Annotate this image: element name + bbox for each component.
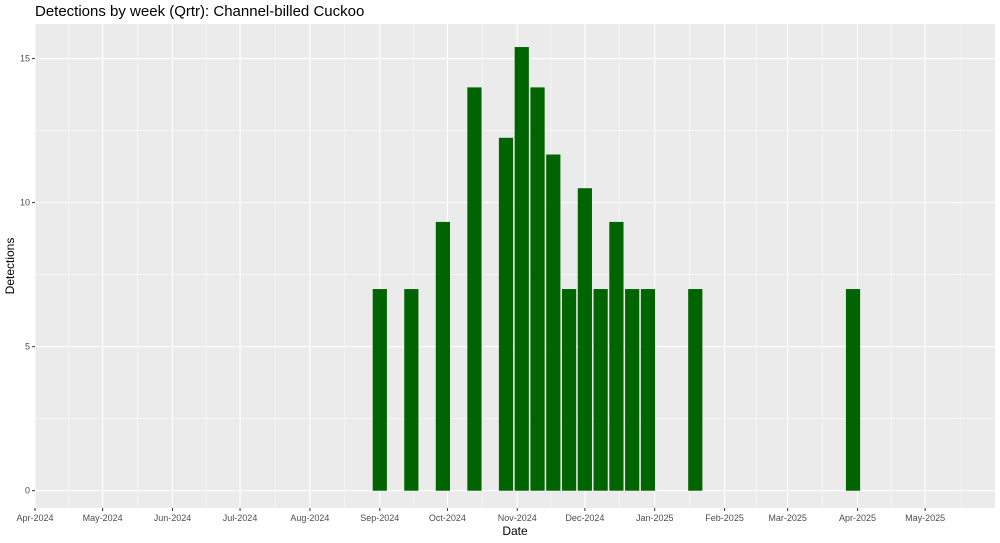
x-tick-label: Nov-2024 [498,513,537,523]
x-tick-label: May-2025 [905,513,945,523]
bar [546,154,561,491]
y-tick-label: 10 [20,198,30,208]
x-tick-label: Jan-2025 [636,513,674,523]
x-axis-title: Date [502,524,528,538]
x-tick-label: Apr-2025 [839,513,876,523]
bar [514,47,529,491]
bar [577,188,592,491]
bar [688,289,703,491]
bar [625,289,640,491]
y-tick-label: 15 [20,54,30,64]
bar [404,289,419,491]
bar [498,137,514,491]
x-tick-label: Oct-2024 [429,513,466,523]
bar [561,289,577,491]
bar [372,289,387,491]
x-tick-label: Apr-2024 [16,513,53,523]
chart-title: Detections by week (Qrtr): Channel-bille… [35,3,364,20]
x-tick-label: Feb-2025 [705,513,744,523]
x-tick-label: Aug-2024 [290,513,329,523]
y-axis: 0 5 10 15 [20,54,35,496]
bar [640,289,656,491]
x-tick-label: Mar-2025 [768,513,807,523]
bar [593,289,608,491]
bar [435,221,450,491]
y-tick-label: 5 [25,342,30,352]
bar [530,87,545,491]
x-tick-label: May-2024 [83,513,123,523]
y-axis-title: Detections [3,238,17,295]
bar [467,87,482,491]
x-tick-label: Jul-2024 [223,513,258,523]
x-axis: Apr-2024 May-2024 Jun-2024 Jul-2024 Aug-2024… [16,508,945,523]
x-tick-label: Dec-2024 [565,513,604,523]
bar [609,221,624,491]
bar [845,289,861,491]
y-tick-label: 0 [25,486,30,496]
x-tick-label: Sep-2024 [360,513,399,523]
x-tick-label: Jun-2024 [154,513,192,523]
bars [372,47,861,491]
